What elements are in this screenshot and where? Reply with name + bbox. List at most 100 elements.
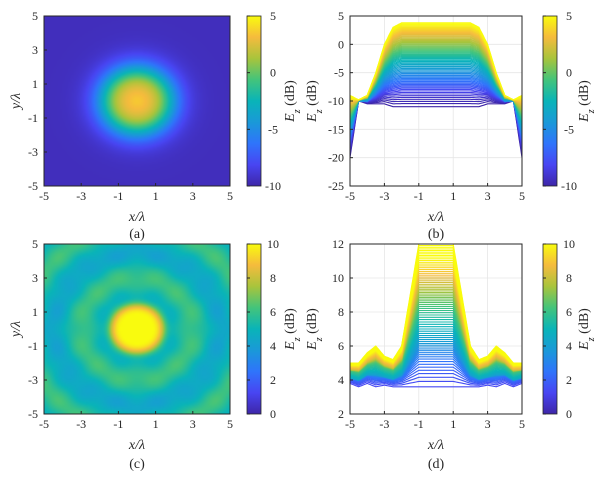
profile-line-d-25 [349, 323, 523, 378]
colorbar-tick-label-d-0: 10 [563, 237, 575, 251]
colorbar-ticks-c: 10 8 6 4 2 0 [247, 237, 279, 421]
x-ticks-b: -5 -3 -1 1 3 5 [345, 183, 525, 203]
profile-line-d-23 [349, 328, 523, 379]
x-tick-label-c-0: -5 [39, 417, 49, 431]
colorbar-ticks-d: 10 8 6 4 2 0 [543, 237, 575, 421]
colorbar-tick-label-c-4: 2 [270, 373, 276, 387]
colorbar-tick-label-a-3: -10 [265, 179, 281, 193]
profile-line-d-1 [349, 380, 523, 386]
x-tick-label-a-5: 5 [227, 189, 233, 203]
cbar-b-ez: E [577, 113, 592, 123]
panel-b: -5 -3 -1 1 3 5 5 0 -5 -10 -15 -20 -25 x/λ Ez (dB) (… [305, 9, 594, 242]
colorbar-tick-label-b-1: 0 [566, 66, 572, 80]
y-tick-label-c-2: -1 [28, 339, 38, 353]
profile-line-d-24 [349, 326, 523, 379]
profile-line-d-28 [349, 316, 523, 376]
x-tick-label-b-4: 3 [485, 189, 491, 203]
panel-d: -5 -3 -1 1 3 5 12 10 8 6 4 2 x/λ Ez (dB) (d) 10 8 6 4… [305, 237, 594, 472]
x-tick-label-c-5: 5 [227, 417, 233, 431]
x-axis-label-a: x/λ [128, 210, 145, 225]
cbar-d-ez: E [577, 341, 592, 351]
plot-box-c [43, 243, 231, 415]
x-tick-label-b-2: -1 [414, 189, 424, 203]
y-tick-label-d-0: 12 [332, 237, 344, 251]
y-tick-label-b-5: -20 [328, 151, 344, 165]
y-ticks-b: 5 0 -5 -10 -15 -20 -25 [328, 9, 353, 193]
profile-line-b-1 [349, 100, 523, 156]
plot-box-d [349, 243, 523, 415]
ylabel-d-ez: E [305, 341, 320, 351]
cbar-b-ez-sub: z [586, 109, 594, 114]
ylabel-d-unit: (dB) [305, 308, 320, 338]
ylabel-d-ez-sub: z [314, 337, 325, 342]
cbar-a-unit: (dB) [283, 80, 298, 110]
colorbar-tick-label-d-1: 8 [566, 271, 572, 285]
ylabel-b-unit: (dB) [305, 80, 320, 110]
x-tick-label-d-2: -1 [414, 417, 424, 431]
x-tick-label-d-3: 1 [450, 417, 456, 431]
heatmap-c [44, 244, 230, 414]
colorbar-tick-label-c-2: 6 [270, 305, 276, 319]
profile-line-b-8 [349, 90, 523, 146]
x-tick-label-a-2: -1 [113, 189, 123, 203]
profile-line-d-22 [349, 330, 523, 380]
colorbar-tick-label-c-5: 0 [270, 407, 276, 421]
cbar-c-ez-sub: z [292, 337, 303, 342]
profile-line-d-29 [349, 314, 523, 375]
x-tick-label-a-4: 3 [190, 189, 196, 203]
profile-line-d-3 [349, 373, 523, 384]
x-tick-label-c-2: -1 [113, 417, 123, 431]
x-tick-label-b-5: 5 [519, 189, 525, 203]
colorbar-label-c: Ez (dB) [283, 308, 303, 351]
y-tick-label-c-5: 5 [32, 237, 38, 251]
colorbar-b [542, 15, 558, 187]
colorbar-tick-label-d-5: 0 [566, 407, 572, 421]
colorbar-label-b: Ez (dB) [577, 80, 594, 123]
profile-line-b-5 [349, 95, 523, 150]
cbar-b-unit: (dB) [577, 80, 592, 110]
profile-line-d-26 [349, 321, 523, 378]
caption-b: (b) [428, 227, 445, 242]
plot-box-a [43, 15, 231, 187]
profile-line-b-69 [349, 22, 523, 101]
y-axis-label-d: Ez (dB) [305, 308, 325, 351]
cbar-d-ez-sub: z [586, 337, 594, 342]
y-axis-label-c: y/λ [9, 321, 24, 339]
x-ticks-c: -5 -3 -1 1 3 5 [39, 411, 233, 431]
cbar-a-ez: E [283, 113, 298, 123]
x-ticks-d: -5 -3 -1 1 3 5 [345, 411, 525, 431]
profile-line-b-3 [349, 97, 523, 153]
colorbar-label-a: Ez (dB) [283, 80, 303, 123]
cbar-d-unit: (dB) [577, 308, 592, 338]
x-tick-label-b-0: -5 [345, 189, 355, 203]
y-tick-label-d-2: 8 [338, 305, 344, 319]
colorbar-tick-label-b-2: -5 [564, 122, 574, 136]
cbar-c-unit: (dB) [283, 308, 298, 338]
colorbar-d [542, 243, 558, 415]
colorbar-tick-label-d-3: 4 [566, 339, 572, 353]
x-tick-label-d-1: -3 [379, 417, 389, 431]
colorbar-tick-label-b-0: 5 [566, 9, 572, 23]
y-axis-label-b: Ez (dB) [305, 80, 325, 123]
cbar-a-ez-sub: z [292, 109, 303, 114]
y-tick-label-b-3: -10 [328, 94, 344, 108]
ylabel-b-ez: E [305, 113, 320, 123]
profile-line-d-21 [349, 332, 523, 381]
profile-line-d-2 [349, 376, 523, 385]
y-tick-label-b-4: -15 [328, 122, 344, 136]
colorbar-a [246, 15, 262, 187]
colorbar-tick-label-c-0: 10 [267, 237, 279, 251]
x-tick-label-b-1: -3 [379, 189, 389, 203]
x-tick-label-a-3: 1 [153, 189, 159, 203]
colorbar-tick-label-a-0: 5 [270, 9, 276, 23]
colorbar-ticks-a: 5 0 -5 -10 [247, 9, 281, 193]
y-tick-label-d-5: 2 [338, 407, 344, 421]
colorbar-ticks-b: 5 0 -5 -10 [543, 9, 577, 193]
y-tick-label-b-0: 5 [338, 9, 344, 23]
y-tick-label-d-3: 6 [338, 339, 344, 353]
y-ticks-a: -5 -3 -1 1 3 5 [28, 9, 47, 193]
profile-line-d-0 [349, 382, 523, 388]
y-axis-label-a: y/λ [9, 93, 24, 111]
